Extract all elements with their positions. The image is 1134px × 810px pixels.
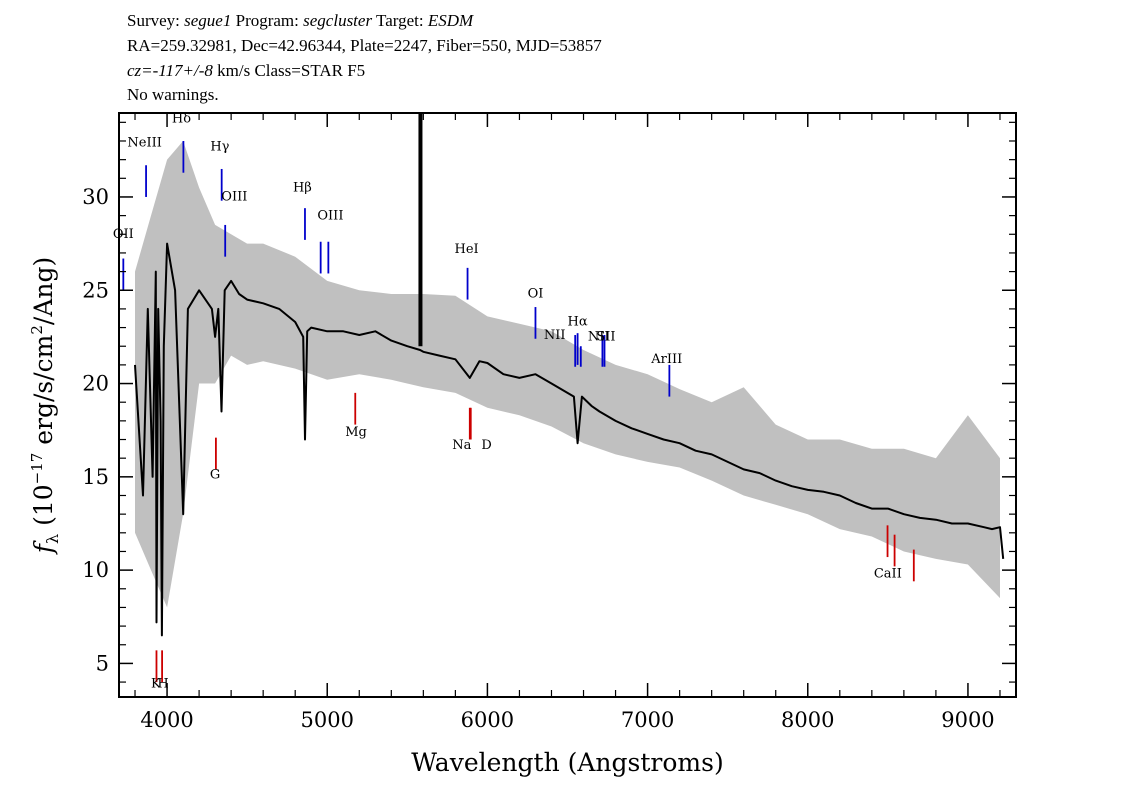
y-axis-title: fλ (10−17 erg/s/cm2/Ang): [28, 257, 62, 556]
emission-line-label: OIII: [317, 208, 343, 223]
x-tick-label: 7000: [621, 708, 674, 732]
spectral-lines-layer: OIINeIIIHδHγOIIIHβOIIIHeIOINIIHαNIISIIAr…: [113, 111, 915, 692]
y-tick-label: 20: [82, 372, 109, 396]
spectrum-line: [134, 242, 1005, 637]
absorption-line-label: H: [157, 677, 168, 692]
noise-band-layer: [135, 141, 1000, 608]
emission-line-label: NII: [544, 328, 566, 343]
absorption-line-label: Na: [452, 438, 471, 453]
header-line-4: No warnings.: [127, 85, 219, 104]
emission-line-label: HeI: [455, 242, 479, 257]
header-line-1-part: segue1: [184, 11, 231, 30]
emission-line-label: SII: [596, 330, 615, 345]
y-axis-title-exp: −17: [28, 453, 46, 485]
absorption-line-label: G: [210, 468, 220, 483]
noise-band: [135, 141, 1000, 608]
header-line-1-part: ESDM: [427, 11, 474, 30]
axes-layer: 4000 5000 6000 7000 8000 9000 5 10 15 20 25 30 Wavel…: [28, 112, 1017, 777]
plot-frame: [118, 112, 1017, 698]
y-tick-label: 10: [82, 558, 109, 582]
chart-header: Survey: segue1 Program: segcluster Targe…: [127, 11, 602, 104]
y-tick-label: 25: [82, 278, 109, 302]
header-line-1-part: Program:: [231, 11, 303, 30]
x-tick-label: 9000: [941, 708, 994, 732]
spectrum-layer: [134, 113, 1005, 637]
x-tick-label: 4000: [140, 708, 193, 732]
y-axis-title-lambda: λ: [43, 534, 62, 544]
header-line-3: cz=-117+/-8 km/s Class=STAR F5: [127, 61, 365, 80]
emission-line-label: Hγ: [210, 139, 229, 154]
emission-line-label: NeIII: [127, 136, 161, 151]
y-tick-label: 5: [96, 651, 109, 675]
x-tick-label: 5000: [301, 708, 354, 732]
absorption-line-label: Mg: [345, 425, 367, 440]
y-axis-title-end: /Ang): [29, 257, 58, 325]
x-tick-label: 8000: [781, 708, 834, 732]
y-axis-title-f: f: [29, 540, 58, 555]
x-axis-title: Wavelength (Angstroms): [411, 748, 723, 777]
emission-line-label: OIII: [221, 190, 247, 205]
emission-line-label: Hα: [568, 315, 588, 330]
y-axis-title-open: (10: [29, 484, 58, 534]
absorption-line-label: CaII: [874, 567, 902, 582]
absorption-line-label: K: [151, 677, 161, 692]
y-tick-label: 30: [82, 185, 109, 209]
y-axis-title-sq: 2: [28, 325, 46, 335]
header-line-3-part: cz=-117+/-8: [127, 61, 213, 80]
header-line-3-part: km/s Class=STAR F5: [213, 61, 365, 80]
emission-line-label: OI: [528, 287, 544, 302]
header-line-2: RA=259.32981, Dec=42.96344, Plate=2247, …: [127, 36, 602, 55]
emission-line-label: Hδ: [172, 111, 191, 126]
emission-line-label: ArIII: [650, 352, 682, 367]
emission-line-label: Hβ: [293, 180, 312, 195]
absorption-line-label: D: [481, 438, 491, 453]
header-line-1-part: Survey:: [127, 11, 184, 30]
y-axis-title-units: erg/s/cm: [29, 334, 58, 452]
header-line-1-part: segcluster: [303, 11, 372, 30]
y-tick-label: 15: [82, 465, 109, 489]
x-tick-label: 6000: [461, 708, 514, 732]
header-line-1-part: Target:: [372, 11, 428, 30]
header-line-1: Survey: segue1 Program: segcluster Targe…: [127, 11, 474, 30]
